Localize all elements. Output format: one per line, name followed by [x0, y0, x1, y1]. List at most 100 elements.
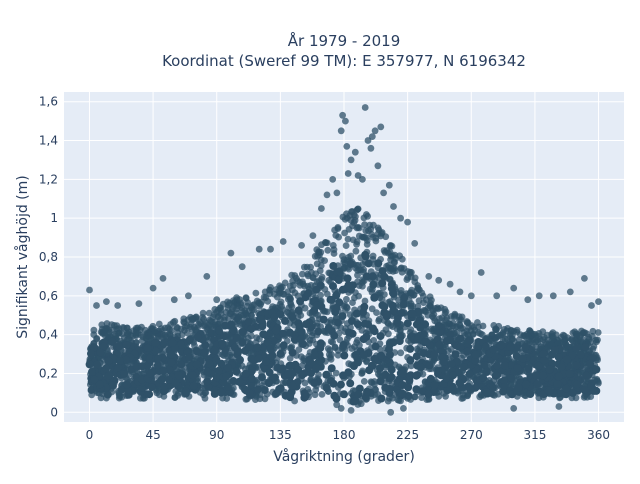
data-point — [395, 337, 404, 345]
data-point — [350, 211, 358, 219]
data-point — [271, 326, 280, 335]
data-point — [157, 375, 166, 384]
data-point — [145, 369, 154, 378]
outlier-point — [368, 133, 376, 141]
data-point — [428, 296, 435, 304]
data-point — [346, 311, 354, 319]
y-tick-label: 0,4 — [39, 328, 58, 342]
data-point — [171, 394, 179, 401]
data-point — [279, 341, 288, 350]
data-point — [360, 378, 368, 385]
data-point — [354, 205, 362, 213]
data-point — [317, 291, 324, 299]
data-point — [489, 345, 498, 354]
data-point — [408, 309, 417, 318]
data-point — [205, 359, 214, 368]
data-point — [449, 371, 458, 380]
data-point — [358, 369, 366, 377]
data-point — [234, 347, 243, 356]
data-point — [229, 297, 237, 304]
data-point — [286, 361, 295, 370]
data-point — [363, 211, 370, 218]
data-point — [182, 387, 190, 396]
outlier-point — [347, 156, 355, 164]
data-point — [330, 250, 338, 257]
data-point — [563, 355, 572, 364]
outlier-point — [374, 162, 382, 170]
outlier-point — [588, 302, 595, 309]
data-point — [347, 252, 355, 260]
data-point — [241, 385, 249, 394]
data-point — [347, 317, 356, 325]
outlier-point — [566, 288, 574, 296]
data-point — [405, 376, 414, 385]
data-point — [310, 351, 319, 360]
data-point — [139, 333, 147, 341]
data-point — [310, 379, 319, 387]
data-point — [446, 336, 455, 345]
data-point — [481, 342, 490, 351]
data-point — [386, 350, 394, 359]
data-point — [513, 364, 522, 373]
data-point — [562, 384, 571, 393]
data-point — [339, 340, 348, 349]
data-point — [488, 331, 496, 339]
data-point — [247, 374, 256, 383]
outlier-point — [255, 245, 263, 253]
data-point — [222, 372, 231, 381]
data-point — [238, 307, 246, 314]
data-point — [253, 343, 262, 352]
outlier-point — [397, 214, 404, 222]
data-point — [387, 372, 396, 381]
data-point — [426, 374, 435, 383]
data-point — [434, 321, 443, 330]
data-point — [322, 384, 331, 392]
data-point — [562, 343, 570, 351]
data-points — [85, 104, 602, 416]
outlier-point — [337, 127, 345, 135]
data-point — [482, 388, 491, 396]
data-point — [534, 361, 543, 370]
x-tick-label: 0 — [86, 428, 94, 442]
data-point — [258, 373, 266, 382]
data-point — [518, 354, 527, 363]
outlier-point — [493, 292, 501, 300]
data-point — [524, 364, 533, 373]
data-point — [477, 330, 484, 338]
data-point — [399, 300, 408, 309]
data-point — [315, 248, 323, 256]
data-point — [416, 363, 425, 372]
data-point — [185, 335, 194, 344]
outlier-point — [510, 284, 518, 292]
data-point — [177, 346, 186, 355]
data-point — [227, 310, 235, 318]
outlier-point — [524, 296, 532, 304]
data-point — [174, 371, 183, 380]
data-point — [397, 265, 405, 272]
data-point — [188, 325, 196, 333]
data-point — [370, 293, 379, 302]
data-point — [323, 239, 331, 247]
data-point — [343, 210, 350, 218]
data-point — [411, 393, 418, 401]
data-point — [307, 282, 315, 289]
data-point — [307, 263, 314, 271]
data-point — [232, 367, 241, 376]
data-point — [286, 282, 294, 290]
data-point — [404, 383, 413, 392]
data-point — [497, 341, 506, 350]
data-point — [257, 315, 266, 324]
data-point — [380, 272, 389, 281]
data-point — [253, 385, 262, 394]
data-point — [254, 354, 263, 363]
data-point — [253, 297, 261, 305]
data-point — [122, 341, 131, 349]
data-point — [335, 267, 344, 276]
data-point — [371, 342, 380, 351]
x-tick-label: 90 — [209, 428, 224, 442]
data-point — [503, 335, 511, 343]
data-point — [201, 321, 209, 329]
outlier-point — [149, 284, 157, 292]
data-point — [338, 312, 347, 321]
data-point — [555, 372, 564, 381]
